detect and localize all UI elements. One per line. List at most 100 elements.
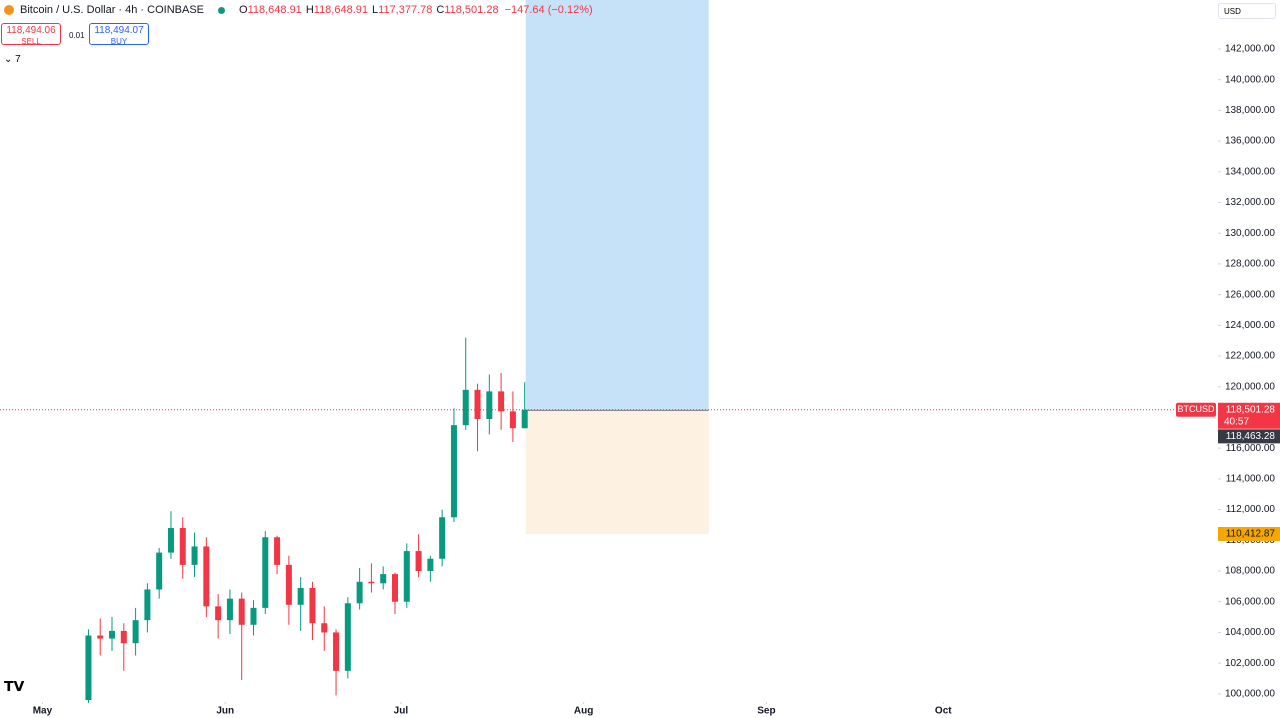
candle-body [109, 630, 116, 639]
currency: USD [1224, 7, 1241, 16]
logo: 𝗧𝗩 [4, 678, 25, 694]
stop-tag [1218, 526, 1280, 541]
countdown: 40:57 [1224, 416, 1249, 427]
ohlc-key: C [436, 4, 445, 16]
currency-select[interactable]: USD [1218, 3, 1276, 19]
candle-body [132, 620, 139, 644]
y-tick-label: 104,000.00 [1225, 627, 1275, 638]
y-tick-label: 128,000.00 [1225, 259, 1275, 270]
y-tick-label: 140,000.00 [1225, 74, 1275, 85]
candle-body [380, 574, 387, 584]
x-tick-label: Jun [216, 706, 234, 717]
ohlc-key: H [305, 4, 314, 16]
candle-body [450, 425, 457, 518]
y-tick-label: 136,000.00 [1225, 136, 1275, 147]
candle-body [191, 546, 198, 565]
ticker-label: BTCUSD [1177, 404, 1215, 414]
candle-body [427, 558, 434, 572]
sell-price: 118,494.06 [6, 25, 56, 36]
candle-body [403, 551, 410, 602]
candle-body [179, 528, 186, 565]
last-price-tag [1218, 402, 1280, 429]
entry-label: 118,463.28 [1226, 431, 1276, 442]
buy-price: 118,494.07 [94, 25, 144, 36]
y-tick-label: 114,000.00 [1226, 474, 1276, 485]
ohlc-value: 118,501.28 [444, 4, 499, 16]
target-zone [525, 0, 709, 411]
y-tick-label: 130,000.00 [1225, 228, 1275, 239]
price-axis [1218, 0, 1280, 718]
ticker-tag [1176, 402, 1216, 417]
spread: 0.01 [69, 31, 85, 40]
candle-body [285, 564, 292, 605]
y-tick-label: 132,000.00 [1225, 197, 1275, 208]
indicators-toggle[interactable]: ⌄ 7 [4, 54, 21, 65]
ohlc-value: 118,648.91 [313, 4, 369, 16]
candle-body [521, 409, 528, 429]
x-tick-label: Aug [574, 706, 593, 717]
y-tick-label: 124,000.00 [1225, 320, 1275, 331]
candle-body [167, 528, 174, 553]
candle-body [415, 551, 422, 572]
candle-body [297, 587, 304, 605]
indicators-count: 7 [15, 54, 21, 65]
change: −147.64 (−0.12%) [504, 4, 593, 16]
y-tick-label: 134,000.00 [1225, 166, 1275, 177]
y-tick-label: 138,000.00 [1225, 105, 1275, 116]
candle-body [156, 552, 163, 590]
x-tick-label: Oct [935, 706, 952, 717]
candle-body [238, 598, 245, 625]
x-tick-label: Jul [394, 706, 409, 717]
ohlc: O 118,648.91 H 118,648.91 L 117,377.78 C 118,50… [239, 4, 499, 16]
candle-body [120, 630, 127, 644]
candle-body [262, 537, 269, 608]
symbol[interactable]: Bitcoin / U.S. Dollar · 4h · COINBASE [20, 4, 204, 16]
x-tick-label: Sep [757, 706, 775, 717]
y-tick-label: 106,000.00 [1225, 596, 1275, 607]
candle-body [203, 546, 210, 607]
candle-body [356, 581, 363, 604]
candle-body [498, 391, 505, 412]
candle-body [309, 587, 316, 624]
y-tick-label: 108,000.00 [1225, 566, 1275, 577]
y-tick-label: 122,000.00 [1225, 351, 1275, 362]
buy-label: BUY [110, 37, 128, 46]
y-tick-label: 112,000.00 [1226, 504, 1276, 515]
stop-label: 110,412.87 [1226, 529, 1276, 540]
candle-body [215, 606, 222, 621]
candle-body [486, 391, 493, 420]
candle-body [391, 574, 398, 602]
ohlc-value: 118,648.91 [247, 4, 302, 16]
y-tick-label: 120,000.00 [1225, 381, 1275, 392]
candle-body [97, 635, 104, 639]
sell-label: SELL [21, 37, 41, 46]
buy-button[interactable]: 118,494.07 BUY [89, 23, 149, 46]
y-tick-label: 102,000.00 [1225, 658, 1275, 669]
ohlc-key: O [239, 4, 248, 16]
candle-body [368, 581, 375, 584]
candle-body [462, 389, 469, 426]
candle-body [344, 603, 351, 671]
btc-icon [4, 5, 14, 15]
candle-body [439, 517, 446, 559]
candle-body [274, 537, 281, 565]
candle-body [474, 389, 481, 420]
y-tick-label: 116,000.00 [1226, 443, 1276, 454]
y-tick-label: 126,000.00 [1225, 289, 1275, 300]
candle-body [509, 411, 516, 429]
y-tick-label: 142,000.00 [1225, 44, 1275, 55]
market-status [218, 6, 225, 14]
sell-button[interactable]: 118,494.06 SELL [1, 23, 61, 46]
last-price-label: 118,501.28 [1226, 404, 1276, 415]
candle-body [85, 635, 92, 700]
entry-tag [1218, 429, 1280, 444]
ohlc-key: L [372, 4, 379, 16]
candle-body [321, 623, 328, 633]
y-tick-label: 100,000.00 [1225, 688, 1275, 699]
candle-body [226, 598, 233, 621]
x-tick-label: May [33, 706, 53, 717]
